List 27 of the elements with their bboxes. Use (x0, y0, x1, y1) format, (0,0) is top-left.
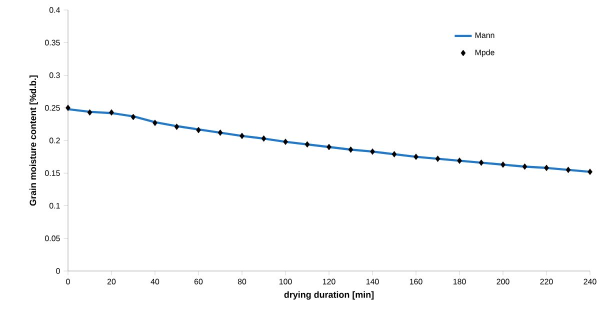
point (66, 104, 70, 112)
point (566, 166, 571, 174)
point (196, 126, 201, 134)
point (370, 148, 375, 155)
point (522, 163, 528, 170)
point (109, 109, 114, 116)
point (326, 144, 332, 150)
point (392, 151, 397, 158)
point (130, 114, 136, 120)
point (304, 141, 310, 148)
point (174, 124, 180, 130)
point (435, 156, 440, 162)
point (218, 129, 223, 136)
point (348, 146, 354, 153)
point (500, 161, 506, 168)
point (87, 109, 92, 116)
point (544, 164, 549, 172)
point (261, 135, 266, 142)
point (152, 120, 158, 126)
point (588, 168, 592, 176)
point (478, 159, 484, 166)
x-axis-title: drying duration [min] (284, 291, 374, 300)
point (457, 158, 462, 164)
point (414, 154, 418, 160)
y-axis-title: Grain moisture content [%d.b.] (30, 75, 38, 206)
point (283, 138, 288, 145)
point (240, 132, 244, 140)
